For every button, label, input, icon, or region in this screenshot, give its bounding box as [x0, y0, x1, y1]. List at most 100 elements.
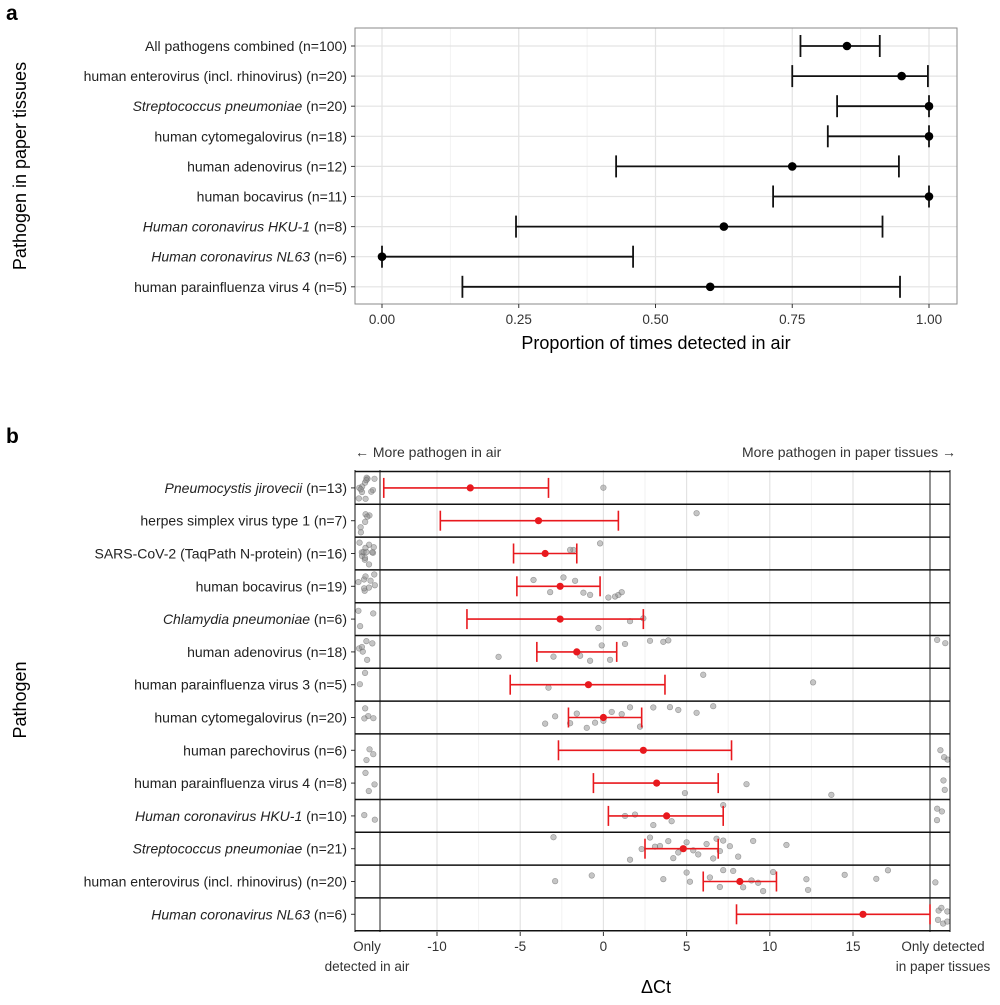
- panel-b-data-point: [626, 704, 634, 711]
- panel-b-data-point: [495, 653, 502, 660]
- panel-b-mean-point: [466, 484, 474, 492]
- panel-b-only-air-point: [355, 607, 362, 614]
- panel-b-only-paper-point: [937, 747, 944, 754]
- panel-b-only-air-point: [364, 513, 371, 520]
- panel-b-only-air-point: [357, 524, 364, 531]
- panel-b-only-air-point: [357, 529, 364, 536]
- panel-b-row-label-count: (n=21): [302, 840, 347, 856]
- panel-b-row: [351, 539, 604, 568]
- panel-b-only-paper-point: [940, 777, 947, 784]
- panel-b-edge-label-right-1: Only detected: [901, 939, 984, 954]
- panel-b-only-air-point: [361, 669, 369, 677]
- panel-b-data-point: [660, 876, 667, 883]
- panel-b-data-point: [552, 878, 559, 885]
- panel-b-mean-point: [663, 812, 671, 820]
- panel-b-data-point: [572, 577, 579, 584]
- panel-b-row-label: herpes simplex virus type 1 (n=7): [140, 512, 347, 528]
- panel-b-data-point: [588, 872, 595, 879]
- panel-a-row-label-count: (n=11): [303, 188, 347, 204]
- panel-b-edge-label-left-1: Only: [353, 939, 381, 954]
- panel-b-row: [351, 510, 700, 536]
- panel-b-only-air-point: [371, 475, 378, 482]
- panel-b-data-point: [638, 845, 645, 853]
- panel-b-data-point: [560, 574, 567, 581]
- panel-b-data-point: [703, 840, 710, 848]
- panel-b-data-point: [547, 589, 554, 596]
- panel-a-row-label-pathogen: human adenovirus: [187, 158, 302, 174]
- panel-b-data-point: [600, 484, 607, 491]
- panel-b-edge-label-left-2: detected in air: [325, 959, 410, 974]
- panel-b-data-point: [542, 720, 549, 727]
- panel-b-only-paper-point: [934, 805, 941, 812]
- panel-b-data-point: [670, 855, 677, 862]
- panel-a-row-label-pathogen: human cytomegalovirus: [154, 128, 302, 144]
- panel-b-data-point: [626, 856, 634, 863]
- panel-b-row: [351, 474, 607, 502]
- panel-a-row-label-count: (n=6): [310, 248, 347, 264]
- panel-b-xtick-label: 5: [683, 939, 691, 954]
- panel-b-only-air-point: [363, 756, 370, 764]
- panel-a-row-label-pathogen: All pathogens combined: [145, 38, 294, 54]
- panel-b-data-point: [706, 874, 713, 881]
- panel-b-xtick-label: -10: [427, 939, 447, 954]
- panel-a-row-label-count: (n=20): [302, 68, 347, 84]
- panel-b-row-label-count: (n=6): [310, 742, 347, 758]
- panel-b-xtick-label: 15: [845, 939, 860, 954]
- panel-b-row-label: Chlamydia pneumoniae (n=6): [163, 611, 347, 627]
- panel-b-only-air-point: [357, 486, 364, 493]
- panel-a-row-label: human cytomegalovirus (n=18): [154, 128, 347, 144]
- panel-b-data-point: [545, 684, 552, 691]
- panel-b-row-label-pathogen: human bocavirus: [196, 578, 303, 594]
- panel-b-data-point: [573, 710, 580, 717]
- panel-b-data-point: [650, 821, 657, 829]
- panel-b-only-air-point: [371, 582, 378, 589]
- panel-b-data-point: [809, 679, 817, 686]
- panel-a-row-label: All pathogens combined (n=100): [145, 38, 347, 54]
- panel-b-row-label-count: (n=19): [302, 578, 347, 594]
- panel-b-direction-left: ← More pathogen in air: [355, 444, 502, 460]
- panel-b-row-label: human adenovirus (n=18): [187, 644, 347, 660]
- panel-a-row-label-count: (n=5): [310, 279, 347, 295]
- panel-a-letter: a: [6, 2, 18, 25]
- panel-b-row-label-pathogen: human adenovirus: [187, 644, 302, 660]
- panel-b-data-point: [665, 838, 672, 845]
- panel-a-row: [351, 215, 884, 238]
- panel-b-only-air-point: [367, 577, 374, 584]
- panel-a-row-label-pathogen: Human coronavirus HKU-1: [143, 218, 310, 234]
- panel-b-data-point: [666, 704, 674, 711]
- panel-b-data-point: [750, 837, 757, 845]
- panel-b-edge-label-right-2: in paper tissues: [896, 959, 991, 974]
- panel-a-row-label-pathogen: human bocavirus: [197, 188, 304, 204]
- panel-b-row-label-pathogen: human enterovirus (incl. rhinovirus): [84, 873, 303, 889]
- panel-b-row-label-pathogen: Chlamydia pneumoniae: [163, 611, 310, 627]
- panel-b-only-air-point: [371, 816, 378, 823]
- panel-b-row-label-count: (n=20): [302, 873, 347, 889]
- panel-a-point: [719, 222, 729, 231]
- panel-b-data-point: [675, 849, 682, 856]
- panel-b-letter: b: [6, 425, 19, 448]
- panel-b-data-point: [720, 837, 727, 844]
- panel-b-data-point: [618, 711, 625, 718]
- panel-b-row: [351, 769, 948, 798]
- panel-b-data-point: [608, 708, 615, 716]
- panel-b-data-point: [650, 704, 657, 711]
- panel-b-row-label: human parainfluenza virus 3 (n=5): [134, 676, 347, 692]
- panel-b-only-paper-point: [938, 808, 945, 815]
- panel-b-only-air-point: [356, 681, 363, 688]
- panel-b-row: [351, 740, 951, 764]
- panel-b-data-point: [841, 871, 848, 878]
- panel-b-data-point: [828, 791, 835, 798]
- panel-b-row-label-pathogen: human parechovirus: [183, 742, 310, 758]
- panel-b-only-air-point: [355, 495, 362, 502]
- panel-a-row-label-pathogen: human enterovirus (incl. rhinovirus): [84, 68, 303, 84]
- panel-b-mean-point: [573, 648, 581, 656]
- panel-a-point: [705, 282, 715, 292]
- panel-a-row: [351, 95, 934, 118]
- panel-b-data-point: [695, 851, 702, 858]
- panel-a-row-label-count: (n=100): [294, 38, 347, 54]
- panel-b-row-label-count: (n=16): [302, 545, 347, 561]
- panel-b-only-air-point: [366, 746, 373, 753]
- panel-b-data-point: [586, 657, 594, 664]
- panel-b-row-label-pathogen: human parainfluenza virus 3: [134, 676, 310, 692]
- panel-b-mean-point: [541, 549, 549, 558]
